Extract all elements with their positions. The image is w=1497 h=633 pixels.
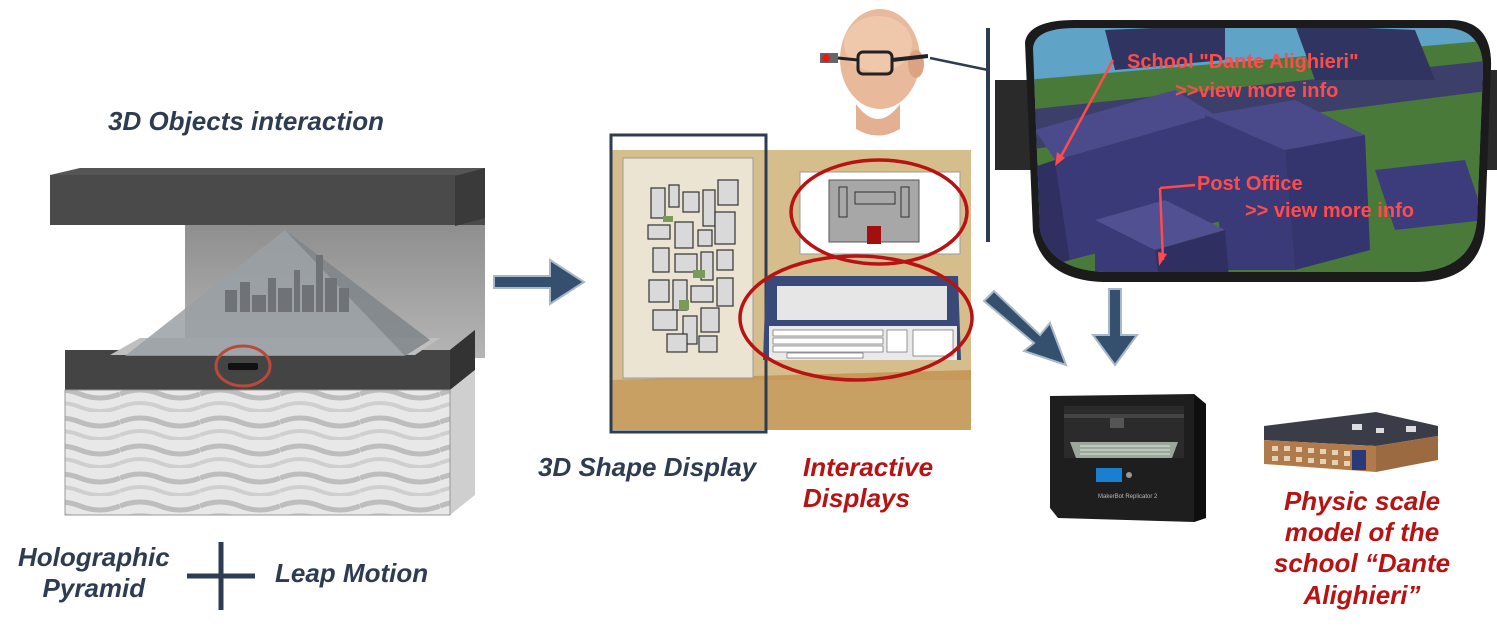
shape-display-table <box>609 133 974 434</box>
arrow-down-icon <box>1091 288 1139 367</box>
connector-line <box>929 56 989 72</box>
user-head-icon <box>820 9 928 136</box>
3d-printer: MakerBot Replicator 2 <box>1050 394 1206 522</box>
ar-school-label: School "Dante Alighieri" <box>1127 51 1359 73</box>
school-scale-model <box>1264 412 1438 472</box>
ar-post-office-more-link[interactable]: >> view more info <box>1245 200 1414 222</box>
ar-glasses-view: School "Dante Alighieri" >>view more inf… <box>995 20 1497 282</box>
interactive-displays-label: Interactive Displays <box>803 452 934 514</box>
ar-post-office-label: Post Office <box>1197 173 1303 195</box>
plus-icon <box>187 542 255 610</box>
keyboard-display-highlight <box>738 254 974 382</box>
ar-divider <box>986 28 990 242</box>
ar-school-more-link[interactable]: >>view more info <box>1175 80 1338 102</box>
shape-display-label: 3D Shape Display <box>538 452 757 482</box>
floorplan-display-highlight <box>789 158 969 266</box>
leap-motion-label: Leap Motion <box>275 558 429 588</box>
holographic-pyramid-device <box>50 168 485 516</box>
printer-brand-label: MakerBot Replicator 2 <box>1098 494 1158 500</box>
arrow-diagonal-icon <box>982 289 1068 367</box>
holographic-pyramid-label: Holographic Pyramid <box>18 542 170 604</box>
objects-interaction-label: 3D Objects interaction <box>108 106 384 136</box>
arrow-right-icon <box>493 258 586 306</box>
physic-model-label: Physic scale model of the school “Dante … <box>1273 486 1451 610</box>
leap-sensor-highlight <box>214 344 272 388</box>
